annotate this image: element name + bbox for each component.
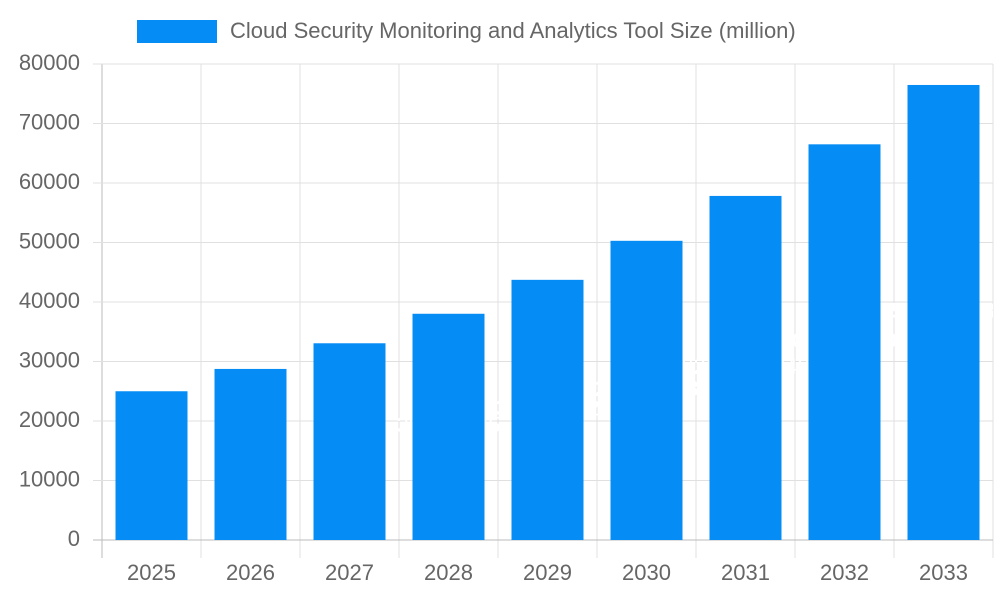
y-tick-label: 30000 (19, 347, 80, 372)
y-tick-label: 50000 (19, 228, 80, 253)
bar (709, 195, 782, 541)
bar (115, 391, 188, 540)
bar (511, 279, 584, 540)
x-tick-label: 2026 (226, 560, 275, 585)
x-tick-label: 2033 (919, 560, 968, 585)
y-tick-label: 80000 (19, 50, 80, 75)
x-tick-label: 2030 (622, 560, 671, 585)
bar (412, 313, 485, 540)
x-tick-label: 2032 (820, 560, 869, 585)
bar (907, 84, 980, 541)
bar (313, 343, 386, 540)
bar (610, 240, 683, 541)
y-tick-label: 20000 (19, 407, 80, 432)
bar (808, 144, 881, 541)
legend-swatch (137, 20, 217, 43)
x-tick-label: 2028 (424, 560, 473, 585)
y-tick-label: 10000 (19, 466, 80, 491)
x-tick-label: 2031 (721, 560, 770, 585)
bar (214, 368, 287, 540)
x-tick-label: 2027 (325, 560, 374, 585)
x-tick-label: 2025 (127, 560, 176, 585)
y-tick-label: 40000 (19, 288, 80, 313)
x-tick-label: 2029 (523, 560, 572, 585)
y-tick-label: 70000 (19, 109, 80, 134)
y-tick-label: 0 (68, 526, 80, 551)
y-tick-label: 60000 (19, 169, 80, 194)
legend-label: Cloud Security Monitoring and Analytics … (230, 18, 796, 43)
